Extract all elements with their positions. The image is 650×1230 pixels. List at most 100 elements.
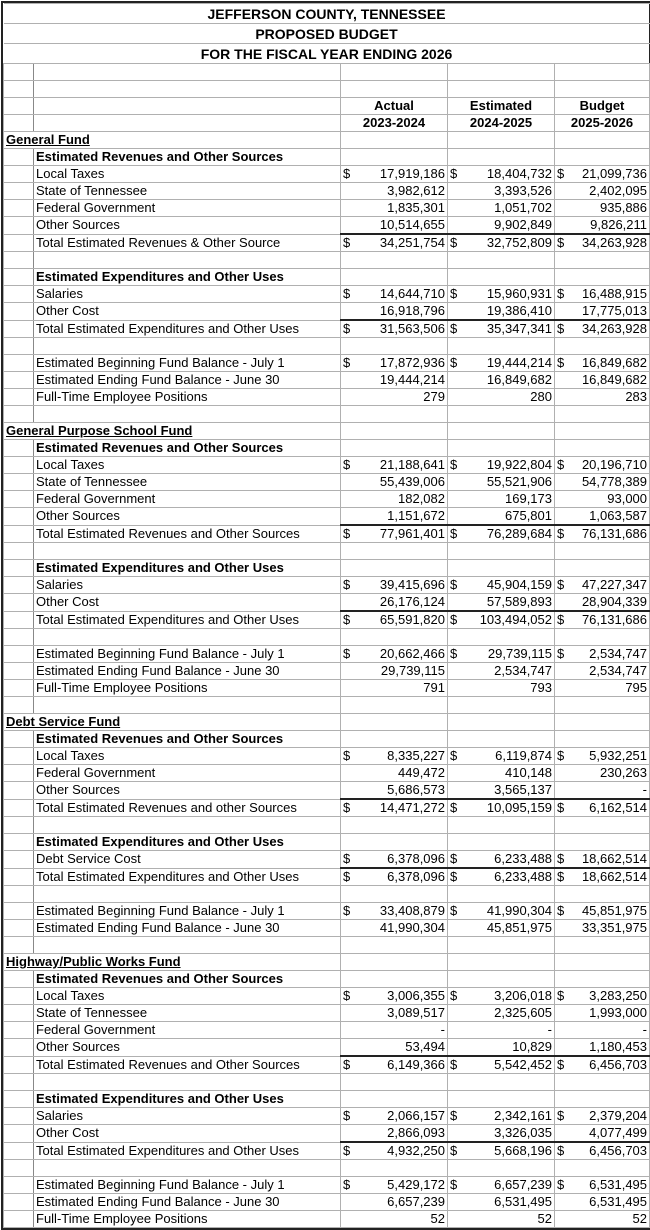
amount: 791 [423, 680, 445, 696]
amount: 6,162,514 [589, 800, 648, 815]
amount: 16,918,796 [379, 303, 445, 318]
amount: 57,589,893 [486, 594, 552, 609]
amount: 2,402,095 [589, 183, 648, 199]
amount: 26,176,124 [379, 594, 445, 609]
value-cell: 28,904,339 [553, 593, 650, 612]
value-cell: 1,180,453 [553, 1038, 650, 1057]
value-cell: $103,494,052 [447, 610, 555, 629]
value-cell: $14,644,710 [340, 285, 448, 303]
total-row: Total Estimated Expenditures and Other U… [3, 319, 650, 338]
row-label: Total Estimated Expenditures and Other U… [33, 610, 341, 629]
amount: 19,444,214 [379, 372, 445, 388]
table-row: Federal Government - - - [3, 1021, 650, 1039]
value-cell: $35,347,341 [447, 319, 555, 338]
value-cell: $45,851,975 [553, 902, 650, 920]
row-label: Other Sources [33, 216, 341, 235]
subsection-row: Estimated Expenditures and Other Uses [3, 833, 650, 851]
value-cell: 16,849,682 [447, 371, 555, 389]
total-row: Total Estimated Expenditures and Other U… [3, 1141, 650, 1160]
amount: 29,739,115 [380, 663, 445, 679]
row-label: Estimated Ending Fund Balance - June 30 [33, 919, 341, 937]
currency-symbol: $ [557, 612, 565, 627]
value-cell: $20,662,466 [340, 645, 448, 663]
title-county: JEFFERSON COUNTY, TENNESSEE [3, 3, 650, 24]
amount: 9,902,849 [494, 217, 552, 232]
currency-symbol: $ [343, 1108, 351, 1124]
amount: 6,233,488 [494, 869, 552, 884]
currency-symbol: $ [557, 851, 565, 866]
amount: 47,227,347 [581, 577, 648, 593]
amount: 283 [625, 389, 648, 405]
row-label: Local Taxes [33, 165, 341, 183]
value-cell: 2,534,747 [553, 662, 650, 680]
amount: 182,082 [398, 491, 445, 507]
value-cell: 3,393,526 [447, 182, 555, 200]
value-cell: $29,739,115 [447, 645, 555, 663]
currency-symbol: $ [557, 1108, 565, 1124]
amount: 17,775,013 [581, 303, 648, 318]
row-label: Full-Time Employee Positions [33, 679, 341, 697]
table-row: Estimated Beginning Fund Balance - July … [3, 354, 650, 372]
value-cell: - [340, 1021, 448, 1039]
amount: 17,872,936 [379, 355, 445, 371]
value-cell: $5,932,251 [553, 747, 650, 765]
currency-symbol: $ [343, 851, 351, 866]
blank-row [3, 696, 650, 714]
amount: 2,325,605 [494, 1005, 552, 1021]
value-cell: $6,233,488 [447, 867, 555, 886]
amount: 14,471,272 [379, 800, 445, 815]
amount: 1,835,301 [387, 200, 445, 216]
table-row: Federal Government 449,472 410,148 230,263 [3, 764, 650, 782]
blank-row [3, 251, 650, 269]
value-cell: $6,531,495 [553, 1176, 650, 1194]
value-cell: $6,378,096 [340, 850, 448, 869]
amount: 3,393,526 [494, 183, 552, 199]
row-label: Estimated Beginning Fund Balance - July … [33, 645, 341, 663]
amount: 33,351,975 [581, 920, 648, 936]
amount: 6,657,239 [387, 1194, 445, 1210]
currency-symbol: $ [557, 1177, 565, 1193]
total-row: Total Estimated Revenues and other Sourc… [3, 798, 650, 817]
row-label: Federal Government [33, 764, 341, 782]
currency-symbol: $ [450, 903, 458, 919]
value-cell: $39,415,696 [340, 576, 448, 594]
row-label: Debt Service Cost [33, 850, 341, 869]
blank-row [3, 405, 650, 423]
row-label: Federal Government [33, 1021, 341, 1039]
value-cell: 2,866,093 [340, 1124, 448, 1143]
amount: 3,089,517 [387, 1005, 445, 1021]
row-label: Salaries [33, 285, 341, 303]
subsection-row: Estimated Expenditures and Other Uses [3, 559, 650, 577]
value-cell: $2,066,157 [340, 1107, 448, 1125]
value-cell: $32,752,809 [447, 233, 555, 252]
table-row: Estimated Ending Fund Balance - June 30 6… [3, 1193, 650, 1211]
budget-table: JEFFERSON COUNTY, TENNESSEE PROPOSED BUD… [3, 3, 650, 1228]
row-label: Estimated Expenditures and Other Uses [33, 268, 341, 286]
value-cell: $6,378,096 [340, 867, 448, 886]
amount: 6,657,239 [494, 1177, 552, 1193]
currency-symbol: $ [343, 748, 351, 764]
value-cell: 19,386,410 [447, 302, 555, 321]
value-cell: $6,456,703 [553, 1141, 650, 1160]
currency-symbol: $ [557, 526, 565, 541]
row-label: State of Tennessee [33, 1004, 341, 1022]
value-cell: - [553, 781, 650, 800]
currency-symbol: $ [557, 646, 565, 662]
amount: 1,051,702 [494, 200, 552, 216]
currency-symbol: $ [343, 321, 351, 336]
amount: 20,196,710 [581, 457, 648, 473]
table-row: Estimated Beginning Fund Balance - July … [3, 645, 650, 663]
row-label: Estimated Revenues and Other Sources [33, 730, 341, 748]
value-cell: 2,534,747 [447, 662, 555, 680]
amount: 18,662,514 [581, 869, 648, 884]
table-row: Federal Government 182,082 169,173 93,000 [3, 490, 650, 508]
currency-symbol: $ [450, 800, 458, 815]
value-cell: 3,326,035 [447, 1124, 555, 1143]
value-cell: $5,542,452 [447, 1055, 555, 1074]
amount: 793 [530, 680, 552, 696]
value-cell: 10,829 [447, 1038, 555, 1057]
value-cell: 16,918,796 [340, 302, 448, 321]
value-cell: $34,263,928 [553, 233, 650, 252]
row-label: Other Sources [33, 507, 341, 526]
